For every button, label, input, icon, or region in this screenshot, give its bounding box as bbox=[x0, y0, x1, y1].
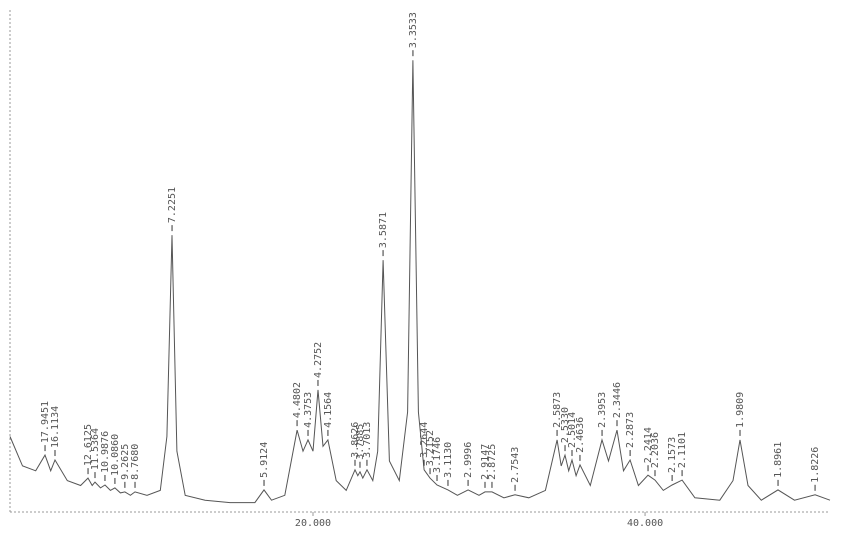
peak-label: 2.1101 bbox=[677, 432, 688, 468]
peak-label: 2.8725 bbox=[487, 444, 498, 480]
peak-label: 2.2036 bbox=[650, 432, 661, 468]
peak-label: 3.3533 bbox=[408, 12, 419, 48]
peak-label: 3.1130 bbox=[443, 442, 454, 478]
peak-label: 4.2752 bbox=[313, 342, 324, 378]
peak-label: 2.3953 bbox=[597, 392, 608, 428]
x-tick-label: 20.000 bbox=[295, 518, 331, 529]
peak-label: 3.7013 bbox=[362, 422, 373, 458]
peak-label: 1.8226 bbox=[810, 447, 821, 483]
peak-label: 4.4802 bbox=[292, 382, 303, 418]
peak-label: 2.4636 bbox=[575, 417, 586, 453]
peak-label: 2.9996 bbox=[463, 442, 474, 478]
peak-label: 2.2873 bbox=[625, 412, 636, 448]
peak-label: 1.8961 bbox=[773, 442, 784, 478]
x-tick-label: 40.000 bbox=[627, 518, 663, 529]
peak-label: 2.3446 bbox=[612, 382, 623, 418]
peak-label: 16.1134 bbox=[50, 406, 61, 448]
peak-label: 3.5871 bbox=[378, 212, 389, 248]
peak-label: 7.2251 bbox=[167, 187, 178, 223]
peak-label: 5.9124 bbox=[259, 442, 270, 478]
peak-label: 4.3753 bbox=[303, 392, 314, 428]
peak-label: 1.9809 bbox=[735, 392, 746, 428]
peak-label: 8.7680 bbox=[130, 444, 141, 480]
peak-label: 2.7543 bbox=[510, 447, 521, 483]
peak-label: 3.1746 bbox=[432, 437, 443, 473]
peak-label: 4.1564 bbox=[323, 392, 334, 428]
